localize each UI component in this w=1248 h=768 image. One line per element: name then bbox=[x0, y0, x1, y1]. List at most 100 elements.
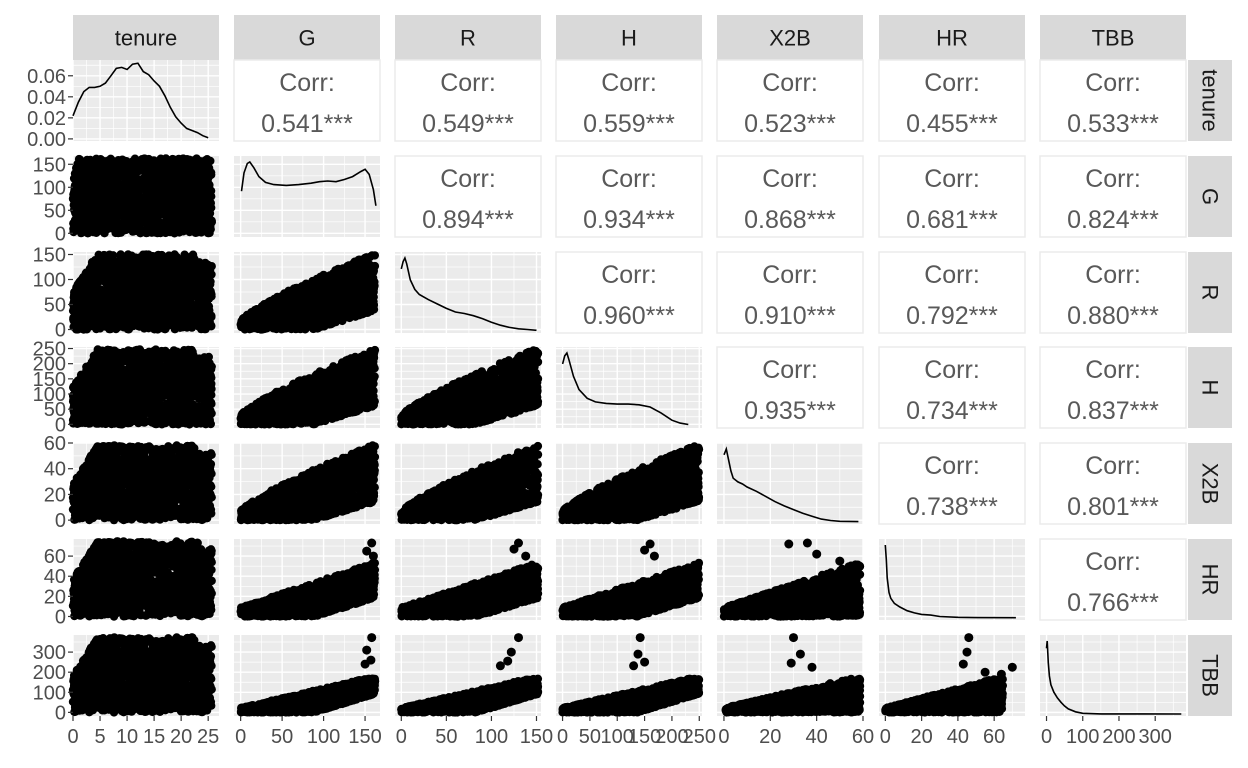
scatter-point bbox=[286, 319, 294, 327]
scatter-point bbox=[105, 300, 113, 308]
scatter-point bbox=[185, 209, 193, 217]
panel-tenure-r: Corr:0.549*** bbox=[395, 60, 541, 141]
scatter-point bbox=[164, 159, 172, 167]
scatter-point bbox=[105, 269, 113, 277]
corr-label: Corr: bbox=[1085, 165, 1141, 193]
scatter-point bbox=[185, 287, 193, 295]
panel-r-x2b: Corr: 0.910*** bbox=[717, 252, 863, 333]
scatter-point bbox=[106, 322, 114, 330]
scatter-point bbox=[115, 200, 123, 208]
panel-g-x2b: Corr:0.868*** bbox=[717, 156, 863, 237]
corr-value-r-h: 0.960*** bbox=[583, 302, 675, 330]
scatter-point bbox=[85, 165, 93, 173]
strip-label-top-r: R bbox=[460, 26, 476, 51]
column-strips: tenure G R H X2B HR TBB bbox=[73, 15, 1186, 60]
scatter-point bbox=[136, 322, 144, 330]
scatter-point bbox=[318, 306, 326, 314]
corr-value-g-tbb: 0.824*** bbox=[1067, 206, 1159, 234]
scatter-point bbox=[330, 280, 338, 288]
scatter-point bbox=[204, 200, 212, 208]
strip-label-right-hr: HR bbox=[1198, 564, 1223, 596]
scatter-point bbox=[350, 263, 358, 271]
corr-value-tenure-h: 0.559*** bbox=[583, 110, 675, 138]
scatter-point bbox=[197, 270, 205, 278]
scatter-point bbox=[146, 181, 154, 189]
scatter-point bbox=[175, 269, 183, 277]
panel-r-h: Corr: 0.960*** bbox=[556, 252, 702, 333]
corr-label: Corr: bbox=[924, 261, 980, 289]
scatter-point bbox=[187, 181, 195, 189]
scatter-point bbox=[128, 158, 136, 166]
corr-value-r-hr: 0.792*** bbox=[906, 302, 998, 330]
panel-tenure-hr: Corr:0.455*** bbox=[879, 60, 1025, 141]
scatter-point bbox=[208, 218, 216, 226]
scatter-point bbox=[105, 214, 113, 222]
strip-right-h: H bbox=[1188, 347, 1232, 428]
scatter-point bbox=[177, 173, 185, 181]
scatter-point bbox=[172, 253, 180, 261]
scatter-point bbox=[106, 262, 114, 270]
strip-label-right-r: R bbox=[1198, 285, 1223, 301]
scatter-point bbox=[146, 172, 154, 180]
scatter-point bbox=[313, 275, 321, 283]
scatter-point bbox=[70, 196, 78, 204]
scatter-point bbox=[126, 304, 134, 312]
scatter-point bbox=[75, 295, 83, 303]
scatter-point bbox=[158, 226, 166, 234]
scatter-points bbox=[69, 345, 216, 428]
corr-label: Corr: bbox=[762, 165, 818, 193]
scatter-point bbox=[104, 163, 112, 171]
scatter-point bbox=[360, 308, 368, 316]
scatter-point bbox=[371, 262, 379, 270]
corr-label: Corr: bbox=[762, 261, 818, 289]
scatter-point bbox=[359, 295, 367, 303]
panel-tenure-x2b: Corr:0.523*** bbox=[717, 60, 863, 141]
strip-right-r: R bbox=[1188, 252, 1232, 333]
corr-label: Corr: bbox=[924, 69, 980, 97]
scatter-point bbox=[154, 209, 162, 217]
strip-top-x2b: X2B bbox=[717, 15, 863, 60]
scatter-point bbox=[286, 309, 294, 317]
scatter-point bbox=[335, 267, 343, 275]
scatter-point bbox=[165, 299, 173, 307]
panel-r-tenure bbox=[69, 250, 219, 333]
scatter-point bbox=[87, 202, 95, 210]
scatter-point bbox=[337, 291, 345, 299]
corr-value-tenure-tbb: 0.533*** bbox=[1067, 110, 1159, 138]
scatter-point bbox=[189, 167, 197, 175]
scatter-point bbox=[76, 287, 84, 295]
scatter-point bbox=[201, 297, 209, 305]
scatter-point bbox=[95, 257, 103, 265]
scatter-point bbox=[280, 294, 288, 302]
scatter-point bbox=[179, 261, 187, 269]
scatter-point bbox=[74, 161, 82, 169]
scatter-point bbox=[319, 316, 327, 324]
scatter-point bbox=[124, 325, 132, 333]
strip-right-hr: HR bbox=[1188, 539, 1232, 620]
scatter-point bbox=[116, 281, 124, 289]
scatter-point bbox=[129, 220, 137, 228]
corr-value-r-x2b: 0.910*** bbox=[744, 302, 836, 330]
scatter-point bbox=[248, 317, 256, 325]
scatter-point bbox=[298, 324, 306, 332]
panel-r-g bbox=[234, 251, 380, 333]
scatter-point bbox=[297, 303, 305, 311]
scatter-point bbox=[308, 283, 316, 291]
scatter-point bbox=[307, 291, 315, 299]
panel-h-tenure bbox=[69, 345, 219, 428]
scatter-point bbox=[93, 299, 101, 307]
scatter-point bbox=[164, 190, 172, 198]
corr-label: Corr: bbox=[601, 261, 657, 289]
scatter-point bbox=[155, 179, 163, 187]
panels: Corr: 0.541*** Corr:0.549*** Corr: 0.559*** C… bbox=[69, 60, 1186, 717]
scatter-point bbox=[97, 182, 105, 190]
scatter-point bbox=[183, 323, 191, 331]
strip-label-top-x2b: X2B bbox=[769, 26, 811, 51]
scatter-point bbox=[168, 225, 176, 233]
strip-top-r: R bbox=[395, 15, 541, 60]
scatter-point bbox=[137, 274, 145, 282]
corr-value-tenure-g: 0.541*** bbox=[261, 110, 353, 138]
